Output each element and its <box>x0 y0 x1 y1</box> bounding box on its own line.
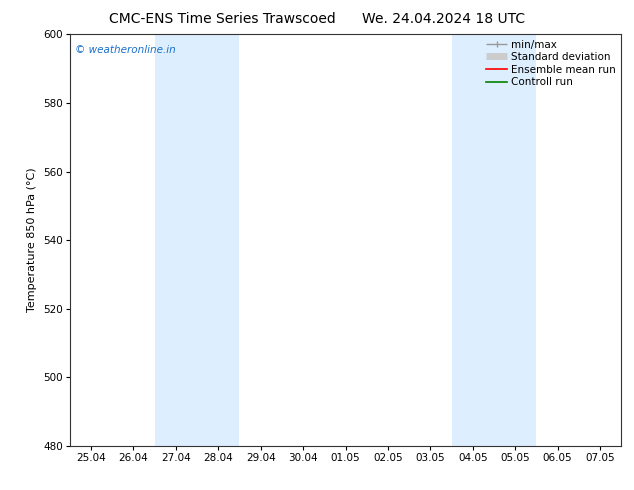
Text: CMC-ENS Time Series Trawscoed      We. 24.04.2024 18 UTC: CMC-ENS Time Series Trawscoed We. 24.04.… <box>109 12 525 26</box>
Legend: min/max, Standard deviation, Ensemble mean run, Controll run: min/max, Standard deviation, Ensemble me… <box>484 37 618 89</box>
Text: © weatheronline.in: © weatheronline.in <box>75 45 176 54</box>
Bar <box>451 34 536 446</box>
Y-axis label: Temperature 850 hPa (°C): Temperature 850 hPa (°C) <box>27 168 37 313</box>
Bar <box>155 34 240 446</box>
